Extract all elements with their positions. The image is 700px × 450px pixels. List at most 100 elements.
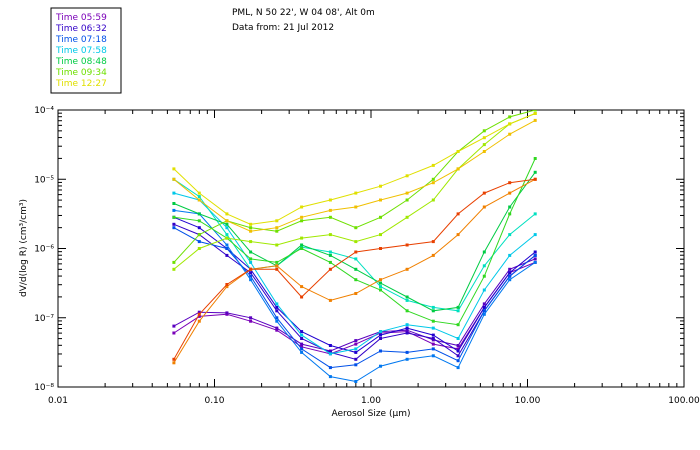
data-point <box>328 233 332 237</box>
data-point <box>431 309 435 313</box>
data-point <box>275 316 279 320</box>
data-point <box>508 132 512 136</box>
data-point <box>249 316 253 320</box>
data-point <box>172 260 176 264</box>
data-point <box>197 198 201 202</box>
data-point <box>456 233 460 237</box>
data-point <box>172 177 176 181</box>
data-point <box>482 264 486 268</box>
data-point <box>275 267 279 271</box>
data-point <box>225 283 229 286</box>
legend-entry: Time 07:18 <box>55 35 107 45</box>
data-point <box>533 177 537 181</box>
data-point <box>328 253 332 257</box>
data-point <box>482 302 486 306</box>
data-point <box>225 212 229 216</box>
data-point <box>300 333 304 337</box>
data-point <box>456 323 460 327</box>
data-point <box>275 229 279 233</box>
data-point <box>249 250 253 254</box>
data-point <box>482 136 486 140</box>
data-point <box>225 243 229 247</box>
data-point <box>354 350 358 354</box>
data-point <box>354 205 358 209</box>
data-series <box>172 110 537 383</box>
data-point <box>431 181 435 185</box>
data-point <box>533 170 537 174</box>
data-point <box>533 112 537 115</box>
data-point <box>482 288 486 292</box>
legend-entry: Time 08:48 <box>55 57 107 67</box>
data-point <box>379 278 382 282</box>
data-point <box>172 202 176 205</box>
data-point <box>328 352 332 356</box>
data-point <box>197 312 201 316</box>
series-06-32-b <box>172 215 537 354</box>
data-point <box>225 233 229 237</box>
data-point <box>172 357 176 361</box>
data-point <box>249 229 253 233</box>
data-point <box>197 240 201 244</box>
data-point <box>379 288 382 292</box>
data-point <box>379 330 382 334</box>
data-point <box>197 191 201 195</box>
data-point <box>508 181 512 185</box>
data-point <box>405 295 409 299</box>
data-point <box>328 215 332 219</box>
data-point <box>275 243 279 247</box>
legend-box <box>50 7 122 94</box>
data-point <box>482 312 486 316</box>
data-point <box>354 257 358 261</box>
data-point <box>405 331 409 335</box>
data-point <box>482 274 486 278</box>
data-point <box>456 349 460 353</box>
legend-entry: Time 12:27 <box>55 79 107 89</box>
data-point <box>533 110 537 112</box>
data-point <box>300 337 304 340</box>
data-point <box>249 240 253 244</box>
data-point <box>197 314 201 318</box>
data-point <box>328 366 332 370</box>
data-point <box>197 319 201 323</box>
data-point <box>379 285 382 289</box>
data-point <box>482 309 486 313</box>
data-point <box>354 347 358 351</box>
data-point <box>172 191 176 195</box>
data-point <box>249 278 253 282</box>
data-point <box>300 342 304 346</box>
data-point <box>405 191 409 195</box>
data-point <box>328 375 332 379</box>
data-point <box>431 240 435 244</box>
data-point <box>249 267 253 271</box>
data-point <box>482 143 486 147</box>
data-point <box>482 205 486 209</box>
data-point <box>508 122 512 126</box>
data-point <box>328 344 332 347</box>
data-point <box>354 363 358 367</box>
data-point <box>405 174 409 178</box>
data-point <box>508 212 512 216</box>
data-point <box>328 198 332 202</box>
data-point <box>249 271 253 275</box>
data-point <box>249 260 253 264</box>
data-point <box>172 331 176 335</box>
data-point <box>275 305 279 309</box>
data-point <box>508 278 512 282</box>
data-point <box>405 350 409 354</box>
data-point <box>249 222 253 226</box>
data-point <box>431 253 435 257</box>
data-point <box>275 226 279 230</box>
data-point <box>354 250 358 254</box>
data-point <box>431 347 435 351</box>
data-point <box>225 247 229 250</box>
data-point <box>431 342 435 346</box>
data-point <box>508 271 512 275</box>
data-point <box>225 222 229 226</box>
data-point <box>225 236 229 240</box>
data-point <box>405 198 409 202</box>
data-point <box>405 357 409 361</box>
series-12-27-a <box>172 112 537 226</box>
x-tick-label: 0.10 <box>204 396 224 406</box>
data-point <box>249 257 253 261</box>
